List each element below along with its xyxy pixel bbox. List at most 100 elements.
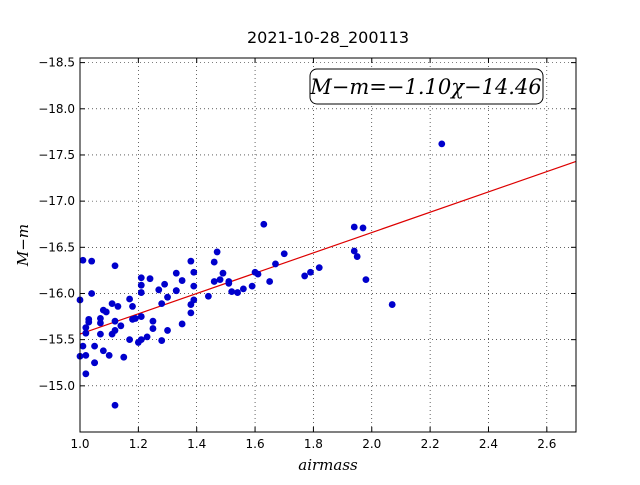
fit-annotation-box: M−m=−1.10χ−14.46 <box>309 68 544 105</box>
x-tick-label: 1.6 <box>246 437 265 451</box>
y-tick-label: −15.0 <box>38 379 75 393</box>
data-point <box>149 317 157 325</box>
data-point <box>216 276 224 284</box>
data-point <box>120 353 128 361</box>
y-tick-labels: −15.0 −15.5 −16.0 −16.5 −17.0 −17.5 −18.0 −18.5 <box>38 56 75 393</box>
data-point <box>143 333 151 341</box>
data-point <box>254 270 262 278</box>
x-tick-label: 2.2 <box>421 437 440 451</box>
data-point <box>213 248 221 256</box>
plot-area <box>80 58 576 432</box>
data-point <box>111 317 119 325</box>
data-point <box>126 336 133 344</box>
data-point <box>350 223 358 231</box>
data-point <box>178 320 186 328</box>
data-point <box>132 315 139 322</box>
plot-frame <box>79 57 577 433</box>
data-point <box>164 327 171 334</box>
data-point <box>129 303 136 310</box>
data-point <box>82 370 90 378</box>
data-point <box>187 309 195 317</box>
data-point <box>350 247 358 255</box>
data-point <box>149 325 157 332</box>
x-tick-label: 2.6 <box>537 437 556 451</box>
data-point <box>137 274 145 282</box>
data-point <box>164 293 171 301</box>
x-axis-label: airmass <box>298 456 358 474</box>
x-tick-label: 1.4 <box>187 437 206 451</box>
data-point <box>91 342 98 350</box>
data-point <box>158 337 166 344</box>
data-point <box>178 277 186 284</box>
data-point <box>111 327 119 334</box>
data-point <box>239 285 247 293</box>
data-point <box>210 258 218 266</box>
data-point <box>88 257 96 265</box>
data-point <box>172 287 180 295</box>
axis-ticks <box>79 58 576 432</box>
data-point <box>117 322 125 330</box>
chart-title: 2021-10-28_200113 <box>247 28 409 48</box>
y-tick-label: −15.5 <box>38 333 75 347</box>
x-tick-label: 2.4 <box>479 437 498 451</box>
data-point <box>97 319 104 327</box>
y-axis-label: M−m <box>14 224 32 267</box>
data-point <box>79 342 87 350</box>
x-tick-label: 2.0 <box>362 437 381 451</box>
data-point <box>155 286 163 294</box>
data-point <box>126 295 133 303</box>
annotation-frame <box>309 68 544 105</box>
data-point <box>82 351 90 359</box>
data-point <box>190 282 198 290</box>
data-point <box>91 359 98 367</box>
data-point <box>315 264 323 272</box>
data-point <box>137 336 145 344</box>
data-point <box>225 279 233 287</box>
data-point <box>172 269 180 277</box>
fit-equation-annotation: M−m=−1.10χ−14.46 <box>309 75 541 99</box>
data-point <box>97 330 104 338</box>
data-point <box>210 278 218 285</box>
y-tick-label: −16.5 <box>38 240 75 254</box>
data-point <box>79 256 87 264</box>
data-point <box>438 140 446 148</box>
data-point <box>88 290 96 297</box>
data-point <box>137 313 145 320</box>
data-point <box>85 318 93 326</box>
data-point <box>99 347 107 355</box>
y-tick-label: −17.5 <box>38 148 75 162</box>
data-point <box>272 260 279 268</box>
data-point <box>111 401 119 409</box>
data-point <box>187 257 195 265</box>
data-points <box>76 140 446 409</box>
data-point <box>102 308 110 316</box>
data-point <box>137 281 145 289</box>
y-tick-label: −17.0 <box>38 194 75 208</box>
data-point <box>260 220 268 228</box>
data-point <box>190 268 198 276</box>
y-tick-label: −18.5 <box>38 56 75 70</box>
data-point <box>353 253 361 260</box>
data-point <box>82 329 90 337</box>
x-tick-label: 1.2 <box>129 437 148 451</box>
data-point <box>228 288 236 296</box>
data-point <box>161 280 169 288</box>
x-tick-labels: 1.0 1.2 1.4 1.6 1.8 2.0 2.2 2.4 2.6 <box>70 437 556 451</box>
data-point <box>248 282 256 290</box>
data-point <box>307 268 314 276</box>
data-point <box>146 275 154 283</box>
data-point <box>204 292 212 300</box>
data-point <box>108 300 116 308</box>
data-point <box>362 276 370 284</box>
data-point <box>105 351 113 359</box>
data-point <box>280 250 288 258</box>
data-point <box>219 269 227 277</box>
data-point <box>301 272 309 280</box>
data-point <box>266 278 274 285</box>
data-point <box>190 296 198 304</box>
data-point <box>359 224 367 232</box>
data-point <box>158 300 166 308</box>
y-tick-label: −16.0 <box>38 286 75 300</box>
